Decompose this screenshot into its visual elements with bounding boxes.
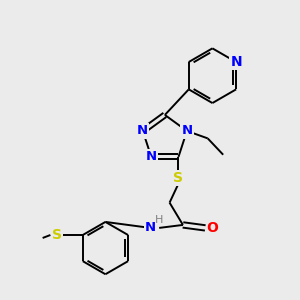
Text: S: S [52,228,62,242]
Text: O: O [207,221,219,235]
Text: H: H [154,214,163,225]
Text: N: N [181,124,193,137]
Text: N: N [230,55,242,69]
Text: N: N [145,221,156,234]
Text: N: N [137,124,148,137]
Text: S: S [173,171,184,185]
Text: N: N [146,150,157,164]
